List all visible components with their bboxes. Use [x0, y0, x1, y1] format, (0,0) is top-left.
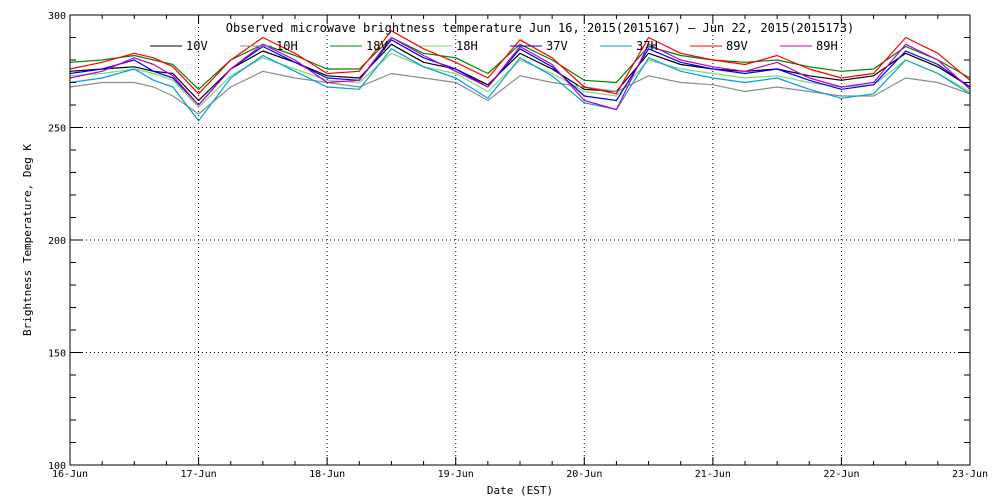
y-tick-label: 300 — [48, 11, 66, 22]
legend-label-18v: 18V — [366, 39, 388, 53]
series-line-89v — [69, 30, 971, 95]
x-tick-label: 21-Jun — [695, 469, 731, 480]
grid-layer — [70, 15, 970, 465]
y-tick-label: 250 — [48, 124, 66, 135]
series-line-10v — [69, 43, 971, 102]
series-line-89h — [69, 36, 971, 111]
legend-label-37h: 37H — [636, 39, 658, 53]
legend-label-89h: 89H — [816, 39, 838, 53]
legend-label-10h: 10H — [276, 39, 298, 53]
y-tick-label: 100 — [48, 461, 66, 472]
x-axis-title: Date (EST) — [487, 484, 553, 497]
y-tick-label: 150 — [48, 349, 66, 360]
x-tick-label: 17-Jun — [181, 469, 217, 480]
x-tick-label: 20-Jun — [566, 469, 602, 480]
series-line-18h — [69, 52, 971, 108]
legend-label-89v: 89V — [726, 39, 748, 53]
series-line-10h — [69, 70, 971, 115]
chart-title: Observed microwave brightness temperatur… — [226, 21, 855, 35]
y-axis-title: Brightness Temperature, Deg K — [21, 144, 34, 336]
tick-layer — [69, 14, 971, 466]
x-tick-label: 19-Jun — [438, 469, 474, 480]
x-tick-label: 18-Jun — [309, 469, 345, 480]
x-tick-label: 23-Jun — [952, 469, 988, 480]
legend-label-10v: 10V — [186, 39, 208, 53]
y-tick-label: 200 — [48, 236, 66, 247]
legend-label-37v: 37V — [546, 39, 568, 53]
series-line-37h — [69, 48, 971, 122]
label-layer: 16-Jun 17-Jun 18-Jun 19-Jun 20-Jun 21-Jun 22-J… — [48, 11, 988, 480]
legend: 10V 10H 18V 18H 37V 37H 89V 89H — [150, 39, 838, 53]
series-layer — [69, 30, 971, 122]
legend-label-18h: 18H — [456, 39, 478, 53]
x-tick-label: 16-Jun — [52, 469, 88, 480]
x-tick-label: 22-Jun — [823, 469, 859, 480]
